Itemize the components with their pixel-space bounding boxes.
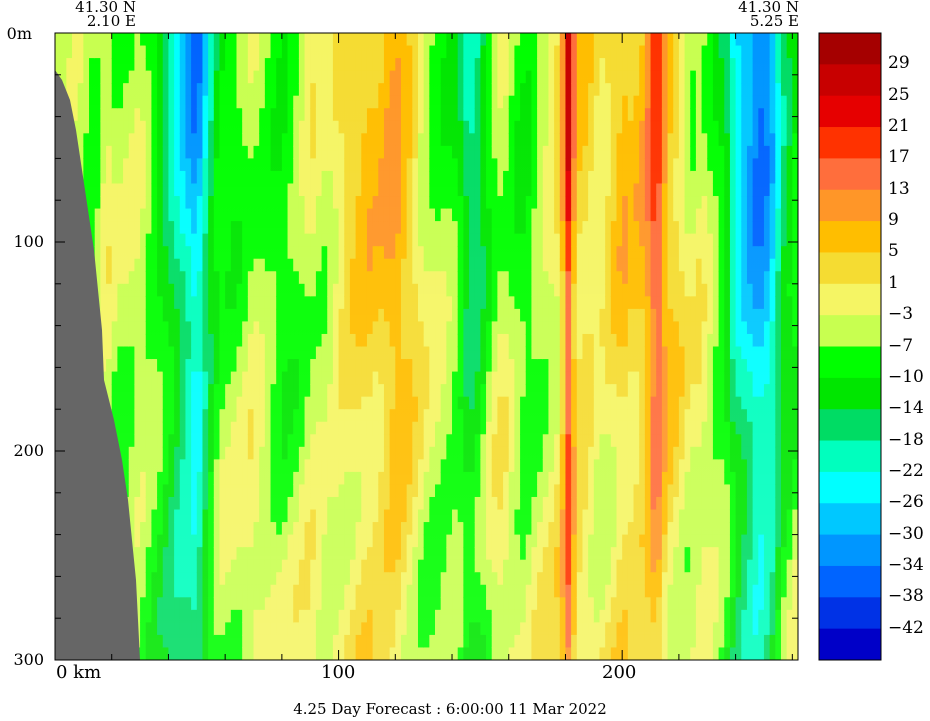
- section-chart: [54, 32, 882, 661]
